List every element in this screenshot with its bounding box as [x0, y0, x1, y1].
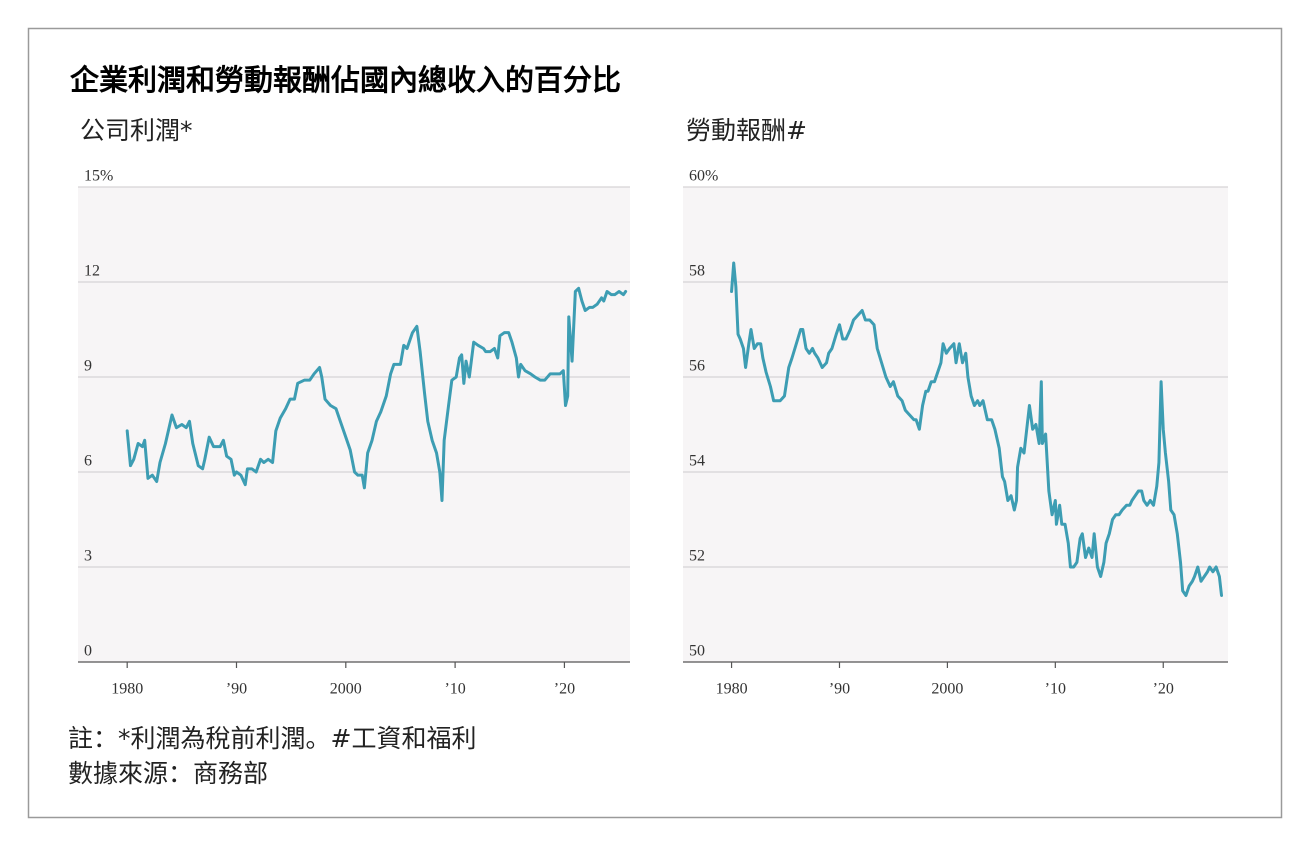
- panel-title: 公司利潤*: [80, 116, 193, 145]
- data-line: [730, 261, 1224, 597]
- x-tick-label: ’10: [1045, 681, 1066, 698]
- chart-title: 企業利潤和勞動報酬佔國內總收入的百分比: [70, 63, 621, 97]
- y-tick-label: 56: [689, 358, 705, 375]
- x-tick-label: ’90: [829, 681, 850, 698]
- y-tick-label: 6: [84, 453, 92, 470]
- x-tick-label: 2000: [931, 681, 963, 698]
- y-tick-label: 3: [84, 548, 92, 565]
- plot-area: [683, 187, 1228, 662]
- y-tick-label: 60%: [689, 168, 718, 185]
- plot-area: [78, 187, 630, 662]
- source: 數據來源：商務部: [68, 759, 268, 788]
- x-tick-label: 1980: [111, 681, 143, 698]
- note: 註：*利潤為稅前利潤。#工資和福利: [68, 724, 476, 753]
- y-tick-label: 58: [689, 263, 705, 280]
- y-tick-label: 9: [84, 358, 92, 375]
- y-tick-label: 50: [689, 643, 705, 660]
- x-tick-label: ’20: [1153, 681, 1174, 698]
- x-tick-label: ’10: [444, 681, 465, 698]
- x-tick-label: 1980: [716, 681, 748, 698]
- x-tick-label: ’20: [554, 681, 575, 698]
- x-tick-label: 2000: [330, 681, 362, 698]
- x-tick-label: ’90: [226, 681, 247, 698]
- panel-title: 勞動報酬#: [686, 116, 807, 145]
- y-tick-label: 52: [689, 548, 705, 565]
- y-tick-label: 15%: [84, 168, 113, 185]
- y-tick-label: 12: [84, 263, 100, 280]
- y-tick-label: 54: [689, 453, 705, 470]
- y-tick-label: 0: [84, 643, 92, 660]
- data-line: [125, 286, 628, 502]
